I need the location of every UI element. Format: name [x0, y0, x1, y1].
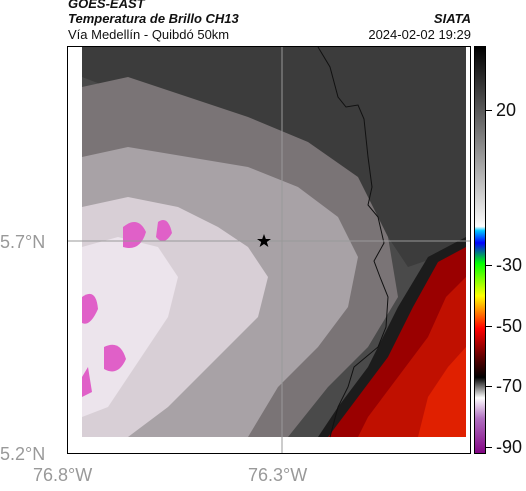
- star-icon: [257, 234, 271, 247]
- datetime-label: 2024-02-02 19:29: [368, 27, 471, 42]
- satellite-map[interactable]: [67, 46, 471, 454]
- colorbar-tick: [486, 447, 492, 448]
- brightness-temperature-field: [68, 47, 470, 453]
- region-subtitle: Vía Medellín - Quibdó 50km: [68, 27, 230, 42]
- satellite-title: GOES-EAST: [68, 0, 145, 11]
- lon-label-right: 76.3°W: [248, 465, 308, 485]
- lat-label-bottom: 5.2°N: [0, 444, 46, 464]
- lat-label-top: 5.7°N: [0, 232, 46, 252]
- org-label: SIATA: [433, 11, 471, 26]
- product-title: Temperatura de Brillo CH13: [68, 11, 239, 26]
- colorbar-label-m50: -50: [496, 316, 523, 336]
- lon-label-left: 76.8°W: [33, 465, 93, 485]
- colorbar-tick: [486, 110, 492, 111]
- colorbar-label-m30: -30: [496, 255, 523, 275]
- colorbar: [474, 46, 486, 454]
- colorbar-tick: [486, 326, 492, 327]
- colorbar-label-m70: -70: [496, 376, 523, 396]
- colorbar-label-20: 20: [496, 100, 517, 120]
- colorbar-label-m90: -90: [496, 437, 523, 457]
- colorbar-tick: [486, 265, 492, 266]
- colorbar-tick: [486, 386, 492, 387]
